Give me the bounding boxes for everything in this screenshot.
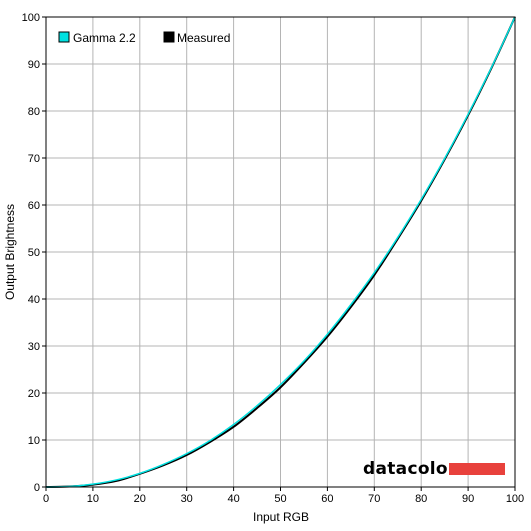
legend-swatch-gamma bbox=[58, 31, 70, 43]
x-axis-title: Input RGB bbox=[253, 510, 309, 524]
legend: Gamma 2.2 Measured bbox=[58, 31, 230, 45]
y-tick-label: 100 bbox=[22, 12, 40, 24]
logo-text: datacolor bbox=[363, 459, 457, 479]
y-tick-label: 70 bbox=[28, 153, 40, 165]
x-tick-label: 60 bbox=[321, 493, 333, 505]
legend-label-measured: Measured bbox=[177, 31, 230, 45]
logo-bar bbox=[449, 463, 505, 475]
series-line-gamma bbox=[45, 16, 516, 488]
y-tick-label: 30 bbox=[28, 341, 40, 353]
y-tick-label: 20 bbox=[28, 388, 40, 400]
y-tick-label: 40 bbox=[28, 294, 40, 306]
x-tick-label: 30 bbox=[181, 493, 193, 505]
x-tick-label: 40 bbox=[227, 493, 239, 505]
x-tick-label: 90 bbox=[462, 493, 474, 505]
y-tick-label: 10 bbox=[28, 435, 40, 447]
series-lines bbox=[45, 16, 516, 488]
x-tick-label: 50 bbox=[274, 493, 286, 505]
y-tick-label: 60 bbox=[28, 200, 40, 212]
legend-label-gamma: Gamma 2.2 bbox=[73, 31, 136, 45]
x-tick-label: 100 bbox=[506, 493, 524, 505]
x-tick-label: 70 bbox=[368, 493, 380, 505]
x-tick-label: 20 bbox=[134, 493, 146, 505]
y-tick-label: 80 bbox=[28, 106, 40, 118]
y-axis-title: Output Brightness bbox=[3, 204, 17, 300]
tick-labels: 0 10 20 30 40 50 60 70 80 90 100 0 10 20 30 40 50 60 70 80 9… bbox=[22, 12, 525, 505]
x-tick-label: 0 bbox=[43, 493, 49, 505]
legend-swatch-measured bbox=[163, 31, 175, 43]
plot-frame bbox=[45, 16, 516, 488]
x-tick-label: 10 bbox=[87, 493, 99, 505]
datacolor-logo: datacolor bbox=[363, 459, 505, 479]
y-tick-label: 50 bbox=[28, 247, 40, 259]
y-tick-label: 90 bbox=[28, 59, 40, 71]
y-tick-label: 0 bbox=[34, 482, 40, 494]
x-tick-label: 80 bbox=[415, 493, 427, 505]
